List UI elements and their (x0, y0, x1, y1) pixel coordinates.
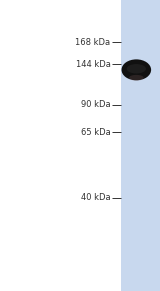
Ellipse shape (129, 75, 144, 81)
Text: 168 kDa: 168 kDa (75, 38, 110, 47)
Ellipse shape (127, 64, 146, 74)
Text: 65 kDa: 65 kDa (81, 128, 110, 137)
Text: 144 kDa: 144 kDa (76, 60, 110, 68)
Bar (121, 0, 160, 291)
Text: 40 kDa: 40 kDa (81, 194, 110, 202)
Ellipse shape (122, 59, 151, 80)
Text: 90 kDa: 90 kDa (81, 100, 110, 109)
